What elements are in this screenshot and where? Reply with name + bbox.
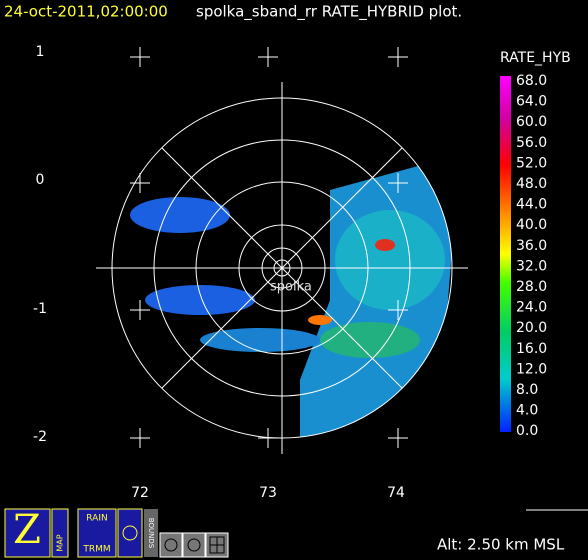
colorbar-label: 8.0 xyxy=(516,382,538,398)
datetime: 24-oct-2011,02:00:00 xyxy=(4,3,168,21)
lat-lon-markers xyxy=(130,47,408,448)
y-label: 0 xyxy=(36,172,45,188)
x-label: 73 xyxy=(259,485,277,501)
echoes xyxy=(130,160,452,438)
colorbar xyxy=(500,76,511,432)
zebra-button[interactable] xyxy=(4,508,51,558)
station-label: spolka xyxy=(270,280,312,295)
zebra-icon: Z xyxy=(13,507,41,553)
x-label: 72 xyxy=(131,485,149,501)
y-label: -1 xyxy=(33,301,47,317)
y-label: -2 xyxy=(33,429,47,445)
range-rings xyxy=(96,82,468,454)
rings-button[interactable] xyxy=(182,532,206,558)
colorbar-label: 24.0 xyxy=(516,300,547,316)
colorbar-label: 40.0 xyxy=(516,217,547,233)
colorbar-label: 16.0 xyxy=(516,341,547,357)
colorbar-label: 20.0 xyxy=(516,320,547,336)
colorbar-label: 4.0 xyxy=(516,403,538,419)
colorbar-label: 36.0 xyxy=(516,238,547,254)
bounds-button[interactable] xyxy=(144,509,158,557)
trmm-label: TRMM xyxy=(82,545,110,555)
rain-button[interactable] xyxy=(77,508,117,558)
altitude: Alt: 2.50 km MSL xyxy=(437,536,565,554)
rain-label: RAIN xyxy=(86,514,107,524)
colorbar-label: 52.0 xyxy=(516,155,547,171)
colorbar-label: 32.0 xyxy=(516,258,547,274)
map-button[interactable] xyxy=(51,508,69,558)
colorbar-label: 64.0 xyxy=(516,94,547,110)
x-label: 74 xyxy=(387,485,405,501)
colorbar-label: 0.0 xyxy=(516,423,538,439)
colorbar-label: 68.0 xyxy=(516,73,547,89)
radar-icon xyxy=(122,525,138,541)
colorbar-label: 48.0 xyxy=(516,176,547,192)
ring-button[interactable] xyxy=(159,532,183,558)
bounds-label: BOUNDS xyxy=(147,518,155,549)
plot-title: spolka_sband_rr RATE_HYBRID plot. xyxy=(196,3,462,22)
colorbar-label: 28.0 xyxy=(516,279,547,295)
y-label: 1 xyxy=(36,44,45,60)
colorbar-label: 12.0 xyxy=(516,361,547,377)
radar-button[interactable] xyxy=(117,508,143,558)
colorbar-label: 60.0 xyxy=(516,114,547,130)
toolbar: Z MAP RAIN TRMM BOUNDS xyxy=(4,507,229,558)
colorbar-title: RATE_HYB xyxy=(500,50,571,66)
map-label: MAP xyxy=(56,534,65,551)
colorbar-label: 56.0 xyxy=(516,135,547,151)
colorbar-label: 44.0 xyxy=(516,197,547,213)
